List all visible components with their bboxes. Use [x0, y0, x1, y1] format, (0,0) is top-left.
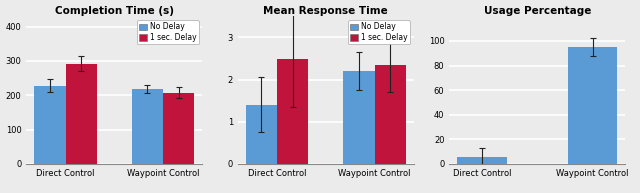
Legend: No Delay, 1 sec. Delay: No Delay, 1 sec. Delay	[348, 20, 410, 44]
Bar	[132, 89, 163, 164]
Title: Usage Percentage: Usage Percentage	[484, 6, 591, 16]
Bar	[374, 65, 406, 164]
Bar	[344, 71, 374, 164]
Bar	[277, 58, 308, 164]
Title: Mean Response Time: Mean Response Time	[264, 6, 388, 16]
Title: Completion Time (s): Completion Time (s)	[55, 6, 174, 16]
Bar	[458, 157, 507, 164]
Legend: No Delay, 1 sec. Delay: No Delay, 1 sec. Delay	[136, 20, 198, 44]
Bar	[35, 86, 65, 164]
Bar	[65, 64, 97, 164]
Bar	[568, 47, 618, 164]
Bar	[163, 92, 195, 164]
Bar	[246, 105, 277, 164]
